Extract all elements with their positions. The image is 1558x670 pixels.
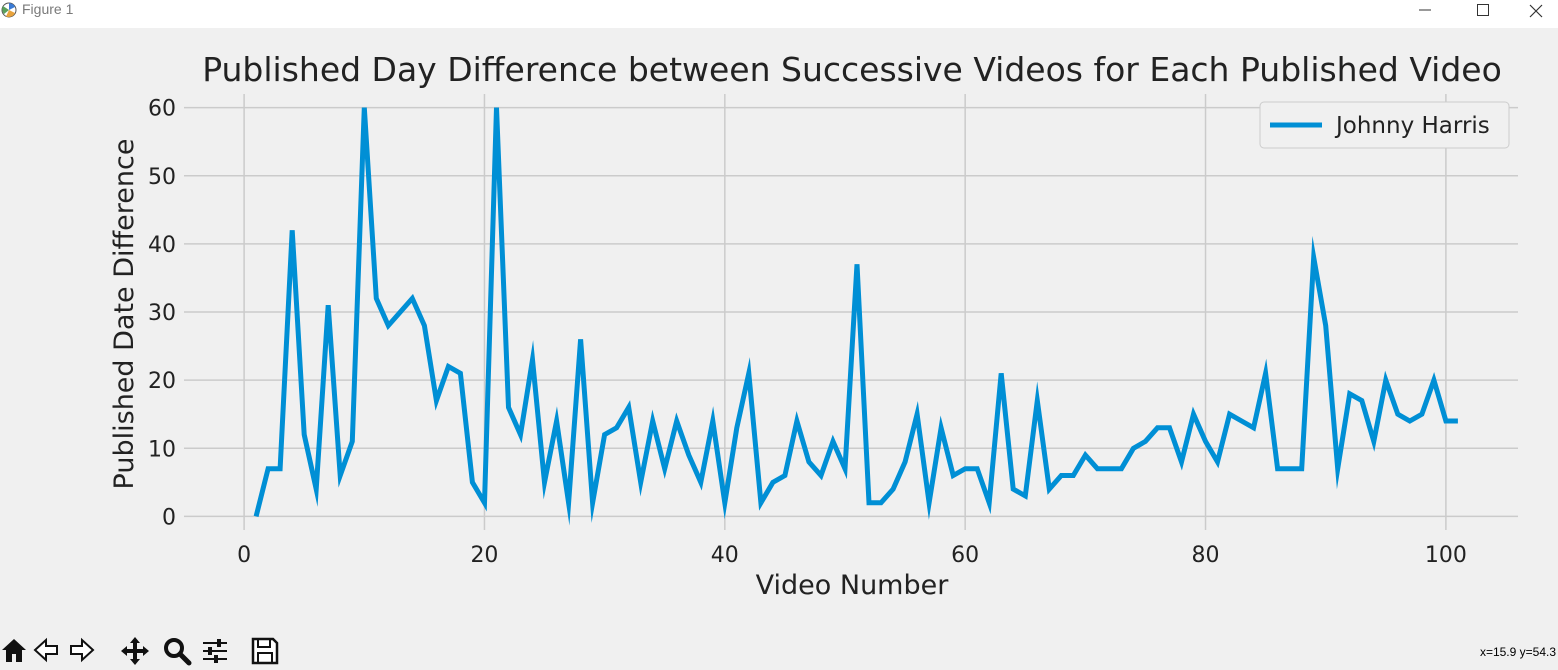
x-tick-label: 0 (237, 543, 251, 568)
forward-button[interactable] (68, 636, 100, 668)
x-tick-label: 40 (711, 543, 739, 568)
y-tick-label: 0 (162, 505, 176, 530)
plot-area[interactable]: 0 20 40 60 80 100 0 10 20 30 40 50 60 Published Day … (0, 28, 1558, 632)
y-tick-label: 50 (148, 165, 176, 190)
save-button[interactable] (250, 636, 282, 668)
zoom-button[interactable] (162, 636, 194, 668)
x-tick-label: 80 (1192, 543, 1220, 568)
x-tick-label: 100 (1425, 543, 1467, 568)
configure-subplots-button[interactable] (200, 636, 232, 668)
home-button[interactable] (0, 636, 32, 668)
figure-app-icon (1, 2, 17, 18)
forward-icon (70, 637, 95, 663)
y-tick-label: 10 (148, 437, 176, 462)
series-layer (253, 107, 1458, 526)
save-icon (251, 637, 279, 665)
home-icon (2, 639, 26, 662)
minimize-button[interactable] (1402, 0, 1448, 20)
y-axis-label: Published Date Difference (109, 139, 140, 490)
window-title: Figure 1 (22, 1, 74, 17)
cursor-coordinates: x=15.9 y=54.3 (1479, 645, 1556, 659)
x-axis-label: Video Number (756, 570, 950, 601)
navigation-toolbar (0, 632, 300, 666)
legend-label: Johnny Harris (1334, 113, 1490, 139)
x-tick-label: 20 (470, 543, 498, 568)
x-tick-label: 60 (951, 543, 979, 568)
y-tick-label: 30 (148, 301, 176, 326)
maximize-button[interactable] (1460, 0, 1506, 20)
maximize-icon (1477, 4, 1489, 16)
y-tick-label: 60 (148, 97, 176, 122)
zoom-icon (164, 638, 192, 666)
chart-title: Published Day Difference between Success… (202, 50, 1502, 89)
close-icon (1529, 4, 1543, 18)
tick-labels: 0 20 40 60 80 100 0 10 20 30 40 50 60 (148, 97, 1467, 568)
pan-button[interactable] (120, 636, 152, 668)
back-button[interactable] (32, 636, 64, 668)
legend-box (1259, 101, 1510, 149)
y-tick-label: 20 (148, 369, 176, 394)
legend: Johnny Harris (1259, 101, 1510, 149)
minimize-icon (1419, 9, 1431, 11)
window-titlebar: Figure 1 (0, 0, 1558, 28)
series-line-johnny-harris (253, 107, 1458, 526)
y-tick-label: 40 (148, 233, 176, 258)
pan-icon (121, 637, 149, 665)
configure-subplots-icon (203, 639, 227, 663)
close-button[interactable] (1512, 0, 1558, 20)
back-icon (33, 637, 58, 663)
